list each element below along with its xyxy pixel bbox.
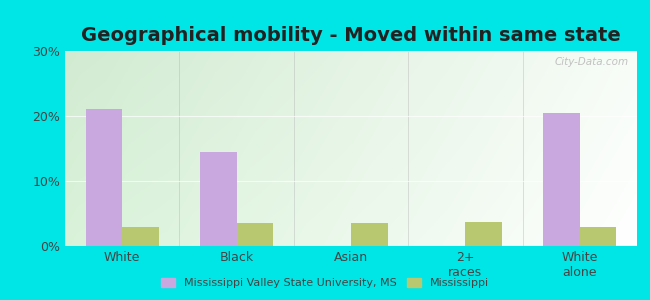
Bar [351,223,387,246]
Bar [580,226,616,246]
Text: City-Data.com: City-Data.com [554,57,629,67]
Legend: Mississippi Valley State University, MS, Mississippi: Mississippi Valley State University, MS,… [158,274,492,291]
Title: Geographical mobility - Moved within same state: Geographical mobility - Moved within sam… [81,26,621,45]
Bar [122,226,159,246]
Bar [543,113,580,246]
Bar [200,152,237,246]
Bar [86,110,122,246]
Bar [465,222,502,246]
Bar [237,223,273,246]
